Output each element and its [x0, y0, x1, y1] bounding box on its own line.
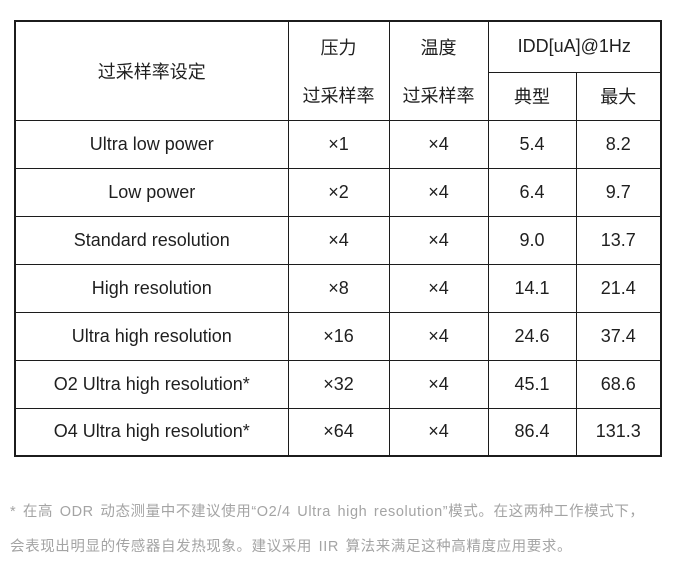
max-label: 最大	[600, 87, 637, 107]
cell-idd-typical: 24.6	[487, 311, 577, 361]
cell-idd-typical: 6.4	[487, 167, 577, 217]
table-row-o2-ultra-high-resolution: O2 Ultra high resolution* ×32 ×4 45.1 68…	[14, 359, 662, 409]
cell-setting-name: O4 Ultra high resolution*	[14, 407, 289, 457]
cell-setting-name: Low power	[14, 167, 289, 217]
footnote-line-1: * 在高 ODR 动态测量中不建议使用“O2/4 Ultra high reso…	[10, 504, 645, 520]
cell-pressure-osr: ×4	[287, 215, 390, 265]
cell-pressure-osr: ×1	[287, 119, 390, 169]
header-setting-label: 过采样率设定	[97, 61, 206, 82]
header-cell-setting: 过采样率设定	[14, 20, 289, 121]
typical-label: 典型	[514, 87, 550, 107]
idd-label: IDD[uA]@1Hz	[517, 36, 631, 57]
pressure-osr-label: 过采样率	[302, 85, 375, 106]
cell-temp-osr: ×4	[388, 263, 489, 313]
table-row-standard-resolution: Standard resolution ×4 ×4 9.0 13.7	[14, 215, 662, 265]
temperature-osr-lines: 温度 过采样率	[390, 23, 487, 119]
cell-pressure-osr: ×2	[287, 167, 390, 217]
datasheet-page: 过采样率设定 压力 过采样率 温度 过采样率 IDD[uA]@1Hz	[0, 20, 676, 569]
table-row-o4-ultra-high-resolution: O4 Ultra high resolution* ×64 ×4 86.4 13…	[14, 407, 662, 457]
table-row-high-resolution: High resolution ×8 ×4 14.1 21.4	[14, 263, 662, 313]
header-row-top: 过采样率设定 压力 过采样率 温度 过采样率 IDD[uA]@1Hz	[14, 20, 662, 121]
oversampling-settings-table: 过采样率设定 压力 过采样率 温度 过采样率 IDD[uA]@1Hz	[14, 20, 662, 457]
header-cell-typical: 典型	[487, 71, 577, 121]
cell-temp-osr: ×4	[388, 215, 489, 265]
cell-pressure-osr: ×8	[287, 263, 390, 313]
cell-temp-osr: ×4	[388, 167, 489, 217]
table-row-ultra-high-resolution: Ultra high resolution ×16 ×4 24.6 37.4	[14, 311, 662, 361]
cell-setting-name: High resolution	[14, 263, 289, 313]
header-row-bottom: 典型 最大	[15, 71, 662, 121]
cell-temp-osr: ×4	[388, 407, 489, 457]
cell-idd-typical: 9.0	[487, 215, 577, 265]
cell-idd-typical: 45.1	[487, 359, 577, 409]
header-cell-idd: IDD[uA]@1Hz	[487, 20, 662, 73]
header-cell-max: 最大	[575, 71, 662, 121]
cell-idd-max: 21.4	[575, 263, 662, 313]
cell-temp-osr: ×4	[388, 119, 489, 169]
cell-pressure-osr: ×16	[287, 311, 390, 361]
cell-idd-max: 13.7	[575, 215, 662, 265]
cell-idd-max: 8.2	[575, 119, 662, 169]
temperature-osr-label: 过采样率	[402, 85, 475, 106]
cell-setting-name: O2 Ultra high resolution*	[14, 359, 289, 409]
cell-idd-max: 68.6	[575, 359, 662, 409]
pressure-label: 压力	[320, 37, 357, 58]
cell-idd-typical: 5.4	[487, 119, 577, 169]
cell-temp-osr: ×4	[388, 359, 489, 409]
cell-idd-typical: 14.1	[487, 263, 577, 313]
cell-idd-max: 37.4	[575, 311, 662, 361]
table-row-ultra-low-power: Ultra low power ×1 ×4 5.4 8.2	[14, 119, 662, 169]
cell-idd-max: 131.3	[575, 407, 662, 457]
cell-pressure-osr: ×64	[287, 407, 390, 457]
cell-pressure-osr: ×32	[287, 359, 390, 409]
cell-setting-name: Ultra low power	[14, 119, 289, 169]
cell-temp-osr: ×4	[388, 311, 489, 361]
temperature-label: 温度	[420, 37, 457, 58]
pressure-osr-lines: 压力 过采样率	[289, 23, 388, 119]
header-cell-temperature-osr: 温度 过采样率	[388, 20, 489, 121]
cell-setting-name: Standard resolution	[14, 215, 289, 265]
cell-setting-name: Ultra high resolution	[14, 311, 289, 361]
cell-idd-max: 9.7	[575, 167, 662, 217]
cell-idd-typical: 86.4	[487, 407, 577, 457]
footnote: * 在高 ODR 动态测量中不建议使用“O2/4 Ultra high reso…	[10, 495, 658, 565]
table-row-low-power: Low power ×2 ×4 6.4 9.7	[14, 167, 662, 217]
header-cell-pressure-osr: 压力 过采样率	[287, 20, 390, 121]
footnote-line-2: 会表现出明显的传感器自发热现象。建议采用 IIR 算法来满足这种高精度应用要求。	[10, 539, 573, 555]
